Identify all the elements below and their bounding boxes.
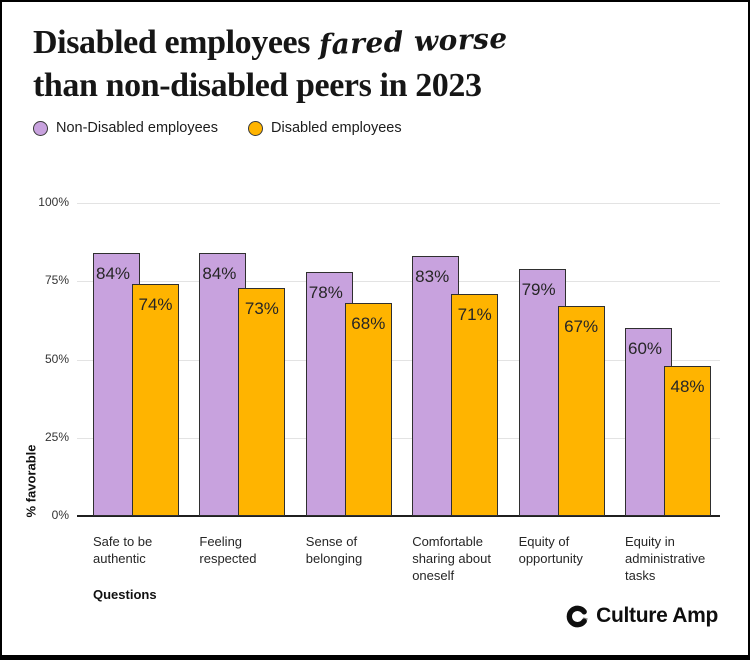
legend: Non-Disabled employees Disabled employee…: [33, 120, 402, 136]
brand-logo: Culture Amp: [566, 604, 718, 628]
category-label: Feeling respected: [199, 534, 257, 566]
category-label: Comfortable sharing about oneself: [412, 534, 491, 583]
gridline: [77, 437, 720, 439]
bar-value-label: 78%: [308, 282, 343, 302]
bar-value-label: 83%: [415, 267, 450, 287]
y-tick-label: 25%: [44, 429, 69, 444]
bar-disabled: [238, 287, 286, 516]
gridline: [77, 281, 720, 283]
y-tick-label: 100%: [38, 195, 69, 209]
category-label: Safe to be authentic: [93, 534, 153, 566]
bar-disabled: [557, 306, 605, 516]
bar-value-label: 67%: [564, 317, 599, 337]
legend-swatch-orange-icon: [248, 120, 263, 136]
bar-value-label: 60%: [627, 339, 663, 359]
title-line2: than non-disabled peers in 2023: [33, 67, 482, 104]
bar-value-label: 48%: [670, 376, 705, 396]
legend-label: Non-Disabled employees: [56, 120, 218, 136]
title-line1-serif: Disabled employees: [33, 24, 311, 61]
bar-disabled: [451, 293, 499, 516]
y-tick-label: 0%: [51, 508, 69, 522]
culture-amp-c-icon: [566, 605, 588, 627]
category-label: Sense of belonging: [305, 534, 363, 566]
brand-name: Culture Amp: [596, 604, 718, 627]
bar-value-label: 84%: [202, 264, 237, 284]
gridline: [77, 359, 720, 361]
page-title: Disabled employees fared worse than non-d…: [33, 22, 508, 107]
category-label: Equity in administrative tasks: [625, 534, 706, 583]
y-axis-title: % favorable: [23, 444, 39, 518]
category-label: Equity of opportunity: [518, 534, 583, 566]
x-axis-baseline: [77, 515, 720, 517]
gridline: [77, 203, 720, 204]
legend-swatch-purple-icon: [33, 120, 48, 136]
bar-disabled: [344, 303, 392, 516]
bar-value-label: 68%: [351, 314, 386, 334]
x-axis-title: Questions: [93, 587, 157, 602]
bar-value-label: 84%: [95, 264, 131, 284]
bar-value-label: 74%: [138, 295, 173, 315]
legend-item-disabled: Disabled employees: [248, 120, 402, 136]
legend-item-non-disabled: Non-Disabled employees: [33, 120, 218, 136]
y-tick-label: 75%: [44, 273, 69, 288]
bar-disabled: [664, 365, 711, 516]
y-tick-label: 50%: [44, 351, 69, 366]
bar-value-label: 73%: [244, 298, 279, 318]
bar-value-label: 79%: [521, 279, 556, 299]
bar-value-label: 71%: [457, 304, 492, 324]
legend-label: Disabled employees: [271, 120, 402, 136]
bar-disabled: [132, 284, 179, 516]
